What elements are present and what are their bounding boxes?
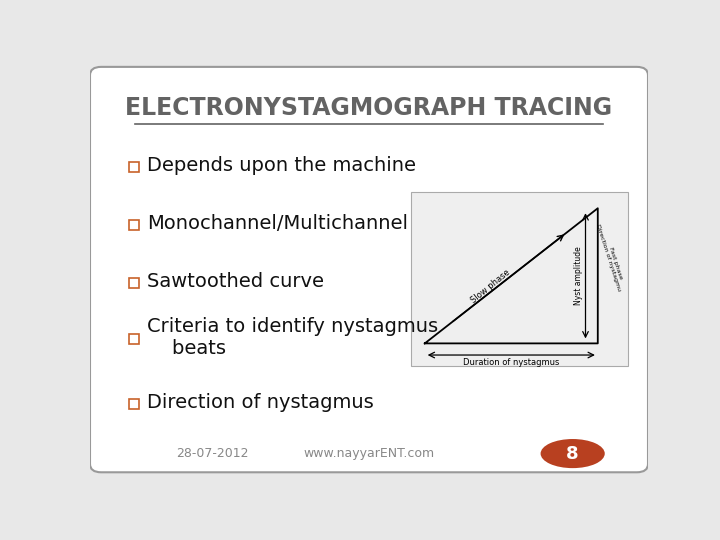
Text: Criteria to identify nystagmus
    beats: Criteria to identify nystagmus beats [148, 318, 438, 359]
Text: Slow phase: Slow phase [469, 267, 512, 305]
Text: www.nayyarENT.com: www.nayyarENT.com [303, 447, 435, 460]
FancyBboxPatch shape [411, 192, 629, 366]
FancyBboxPatch shape [90, 67, 648, 472]
Text: 28-07-2012: 28-07-2012 [176, 447, 249, 460]
Text: Duration of nystagmus: Duration of nystagmus [463, 358, 559, 367]
Text: Direction of nystagmu: Direction of nystagmu [595, 223, 621, 291]
Ellipse shape [541, 439, 605, 468]
Text: Direction of nystagmus: Direction of nystagmus [148, 393, 374, 412]
Text: Nyst amplitude: Nyst amplitude [575, 246, 583, 305]
Text: ELECTRONYSTAGMOGRAPH TRACING: ELECTRONYSTAGMOGRAPH TRACING [125, 97, 613, 120]
Text: Fast phase: Fast phase [608, 247, 624, 280]
Text: Monochannel/Multichannel: Monochannel/Multichannel [148, 214, 408, 233]
Text: Depends upon the machine: Depends upon the machine [148, 156, 416, 175]
Text: Sawtoothed curve: Sawtoothed curve [148, 272, 325, 292]
Text: 8: 8 [567, 444, 579, 463]
